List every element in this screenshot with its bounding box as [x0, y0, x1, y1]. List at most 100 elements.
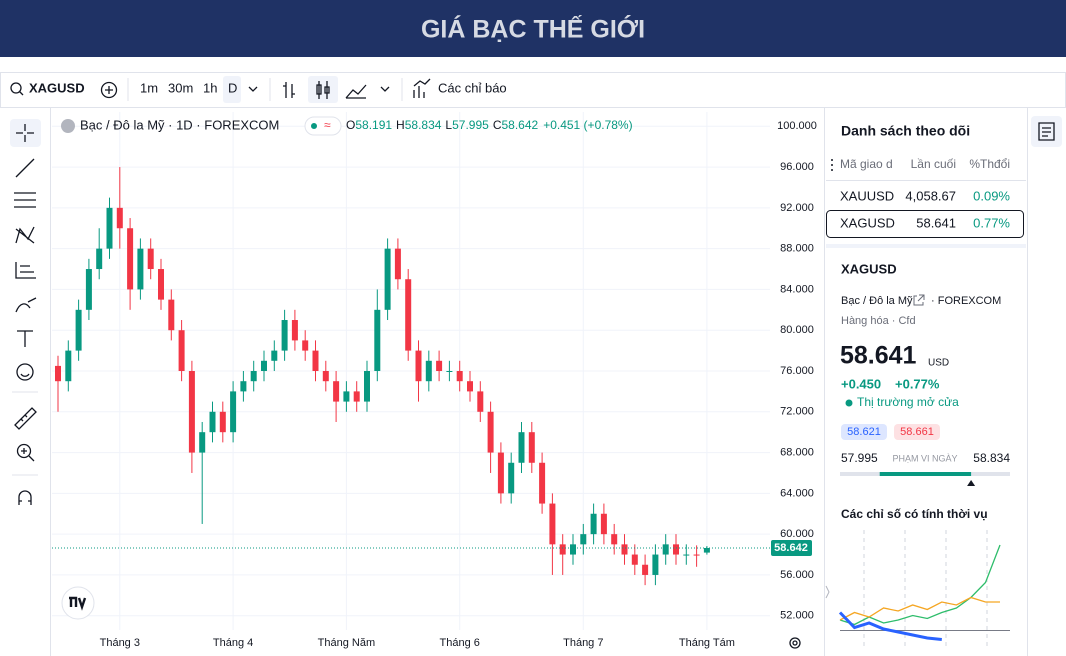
style-menu[interactable] [380, 86, 390, 92]
column-header[interactable]: Mã giao d [840, 157, 893, 171]
interval[interactable]: 30m [168, 80, 193, 95]
candle-body [621, 544, 628, 555]
candle-body [364, 371, 370, 402]
collapse-handle[interactable] [825, 585, 830, 599]
watch-symbol[interactable]: XAGUSD [840, 215, 895, 230]
candle-body [539, 462, 546, 504]
detail-change: +0.450 [841, 376, 881, 391]
candle-body [436, 360, 443, 371]
interval[interactable]: 1m [140, 80, 158, 95]
panel-separator [826, 244, 1026, 248]
tv-logo[interactable] [61, 586, 95, 620]
status-dot [311, 123, 317, 129]
seasonal-chart [838, 544, 1001, 641]
y-tick-label: 64.000 [780, 487, 814, 499]
y-tick-label: 92.000 [780, 202, 814, 214]
candle-body [456, 371, 463, 382]
settings-button[interactable] [789, 637, 801, 649]
candle-body [271, 350, 278, 361]
magnet-tool[interactable] [18, 490, 32, 505]
symbol-search[interactable]: XAGUSD [29, 80, 85, 95]
compare-button[interactable] [100, 81, 118, 99]
toolbar [0, 72, 1066, 108]
candle-body [693, 554, 700, 556]
text-tool[interactable] [17, 330, 33, 347]
candle-body [55, 365, 61, 382]
detail-change-pct: +0.77% [895, 376, 940, 391]
candles-style[interactable] [316, 81, 330, 99]
detail-name[interactable]: Bạc / Đô la Mỹ [841, 295, 913, 307]
ruler-tool[interactable] [14, 407, 37, 430]
candle-body [477, 391, 484, 412]
candle-body [394, 248, 401, 280]
candle-body [652, 554, 659, 575]
seasonal-line [838, 611, 942, 641]
y-tick-label: 52.000 [780, 610, 814, 622]
range-high: 58.834 [973, 451, 1010, 465]
range-low: 57.995 [841, 451, 878, 465]
y-tick-label: 56.000 [780, 569, 814, 581]
interval-menu[interactable] [248, 86, 258, 92]
brush-tool[interactable] [15, 297, 37, 313]
last-price-badge [771, 539, 812, 556]
candle-body [580, 534, 587, 545]
candle-body [322, 371, 329, 382]
candle-body [415, 350, 422, 382]
forecast-tool[interactable] [15, 262, 36, 279]
x-tick-label: Tháng 3 [100, 637, 140, 649]
watch-symbol[interactable]: XAUUSD [840, 188, 894, 203]
candle-body [188, 371, 195, 453]
candle-body [168, 299, 175, 331]
fib-tool[interactable] [14, 192, 36, 208]
candle-body [65, 350, 72, 382]
column-header[interactable]: %Thđổi [969, 157, 1010, 171]
candle-body [425, 360, 432, 382]
range-fill [879, 472, 972, 476]
interval-active-bg [223, 76, 241, 103]
style-active-bg [308, 76, 338, 103]
chart-legend-name: Bạc / Đô la Mỹ · 1D · FOREXCOM [80, 117, 279, 132]
crosshair-tool[interactable] [16, 124, 34, 142]
candle-body [384, 248, 391, 310]
candle-body [281, 320, 288, 351]
candle-body [559, 544, 566, 555]
zoom-tool[interactable] [16, 443, 32, 459]
candle-body [240, 381, 247, 392]
detail-currency: USD [928, 358, 949, 369]
y-tick-label: 60.000 [780, 528, 814, 540]
h-value: 58.834 [405, 118, 442, 132]
emoji-tool[interactable] [16, 363, 34, 381]
pattern-tool[interactable] [15, 226, 35, 244]
indicators-button[interactable]: Các chỉ báo [438, 80, 507, 95]
column-header[interactable]: Lần cuối [911, 157, 956, 171]
candle-body [178, 330, 185, 371]
candle-body [631, 554, 638, 565]
bars-style[interactable] [283, 82, 295, 98]
candle-body [137, 248, 144, 290]
header-bar [0, 0, 1066, 57]
range-marker [967, 480, 976, 486]
candle-body [405, 279, 412, 351]
candle-body [209, 411, 216, 433]
interval[interactable]: D [228, 80, 237, 95]
candle-body [642, 564, 649, 575]
candle-body [106, 207, 113, 249]
search-icon[interactable] [10, 82, 22, 94]
interval[interactable]: 1h [203, 80, 217, 95]
candle-body [508, 462, 515, 494]
candle-body [261, 360, 267, 371]
indicators-icon[interactable] [413, 78, 431, 98]
external-link[interactable] [913, 294, 925, 306]
trendline-tool[interactable] [15, 158, 35, 178]
watchlist-button[interactable] [1038, 122, 1055, 141]
search-icon-handle [19, 91, 24, 96]
candle-body [374, 309, 381, 371]
ask-badge [894, 424, 940, 440]
area-style[interactable] [345, 84, 367, 99]
candle-body [353, 391, 360, 402]
watch-row-selected[interactable] [826, 210, 1024, 238]
o-label: O [346, 118, 355, 132]
x-tick-label: Tháng 6 [440, 637, 480, 649]
watchlist-title: Danh sách theo dõi [841, 123, 970, 139]
x-tick-label: Tháng Tám [679, 637, 735, 649]
